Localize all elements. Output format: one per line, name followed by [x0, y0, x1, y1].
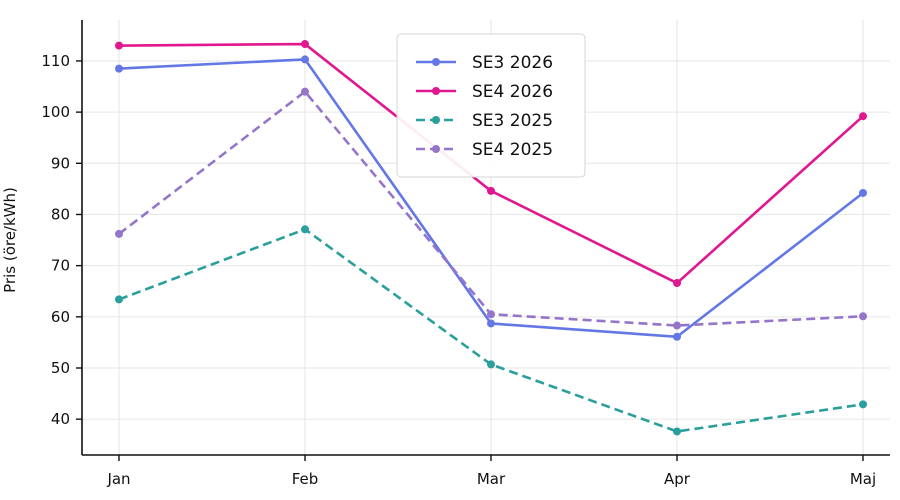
data-point [673, 279, 681, 288]
data-point [859, 188, 867, 197]
legend-box [396, 33, 586, 178]
data-point [301, 55, 309, 64]
x-tick-label: Feb [292, 470, 319, 488]
y-tick-label: 70 [51, 257, 70, 275]
y-tick-label: 50 [51, 359, 70, 377]
axes [81, 20, 890, 456]
legend: SE3 2026 SE4 2026 SE3 2025 SE4 2025 [396, 33, 586, 178]
data-point [673, 321, 681, 330]
y-tick-label: 60 [51, 308, 70, 326]
y-tick-label: 90 [51, 154, 70, 172]
y-axis-label: Pris (öre/kWh) [1, 187, 19, 293]
data-point [301, 225, 309, 234]
x-tick-label: Jan [106, 470, 130, 488]
data-point [301, 87, 309, 96]
data-point [487, 319, 495, 328]
y-tick-label: 40 [51, 410, 70, 428]
legend-marker [432, 58, 440, 66]
data-point [859, 112, 867, 121]
data-point [673, 332, 681, 341]
data-point [487, 310, 495, 319]
x-tick-label: Maj [850, 470, 876, 488]
data-point [115, 229, 123, 238]
legend-label: SE4 2026 [472, 82, 553, 102]
data-point [115, 295, 123, 304]
legend-label: SE3 2025 [472, 111, 553, 131]
y-tick-label: 100 [41, 103, 70, 121]
x-tick-label: Apr [664, 470, 691, 488]
legend-marker [432, 145, 440, 153]
data-point [859, 400, 867, 409]
data-point [859, 312, 867, 321]
legend-marker [432, 87, 440, 95]
y-tick-label: 80 [51, 205, 70, 223]
y-tick-label: 110 [41, 52, 70, 70]
data-point [115, 64, 123, 73]
ticks: 40 50 60 70 80 90 100 110 Jan Feb Mar Apr Maj [41, 52, 876, 488]
series-lines [115, 40, 867, 436]
x-tick-label: Mar [477, 470, 506, 488]
legend-label: SE4 2025 [472, 140, 553, 160]
data-point [673, 427, 681, 436]
data-point [301, 40, 309, 49]
data-point [487, 186, 495, 195]
data-point [487, 360, 495, 369]
legend-label: SE3 2026 [472, 53, 553, 73]
data-point [115, 41, 123, 50]
legend-marker [432, 116, 440, 124]
